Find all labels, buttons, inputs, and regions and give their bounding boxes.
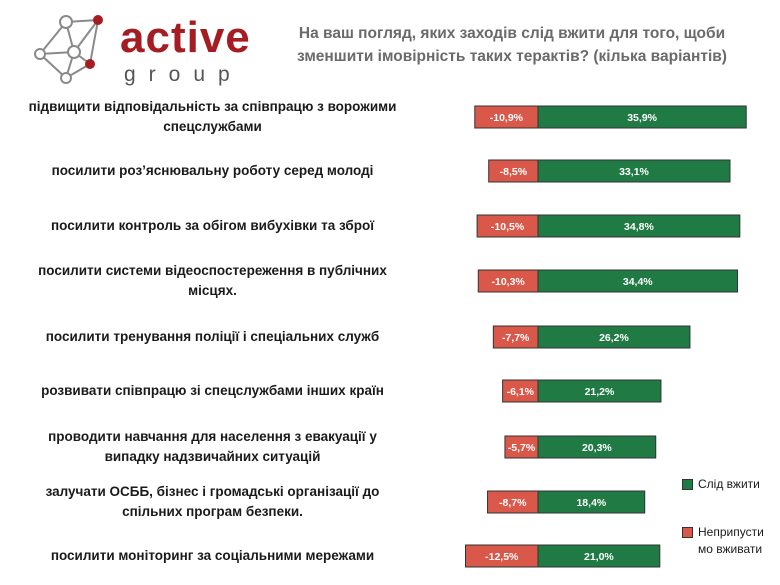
category-label: посилити роз’яснювальну роботу серед мол… xyxy=(51,163,374,178)
brand-sub: group xyxy=(124,63,243,86)
positive-bar xyxy=(537,379,662,403)
negative-value-label: -8,7% xyxy=(499,497,527,509)
positive-bar xyxy=(537,490,646,514)
category-label: розвивати співпрацю зі спецслужбами інши… xyxy=(41,383,384,398)
negative-value-label: -6,1% xyxy=(507,386,535,398)
negative-value-label: -5,7% xyxy=(508,442,536,454)
legend-label-positive: Слід вжити xyxy=(698,477,760,491)
negative-value-label: -10,3% xyxy=(491,276,525,288)
positive-value-label: 20,3% xyxy=(582,442,612,454)
category-label: підвищити відповідальність за співпрацю … xyxy=(28,99,397,134)
positive-bar xyxy=(537,269,739,293)
legend-label-negative-1: Неприпусти xyxy=(698,525,764,539)
legend-item-positive: Слід вжити xyxy=(682,476,760,493)
negative-value-label: -8,5% xyxy=(500,166,528,178)
positive-bar xyxy=(537,544,661,568)
positive-value-label: 34,4% xyxy=(623,276,653,288)
positive-bar xyxy=(537,105,747,129)
positive-bar xyxy=(537,435,657,459)
category-label: посилити контроль за обігом вибухівки та… xyxy=(51,218,374,233)
positive-value-label: 26,2% xyxy=(599,332,629,344)
positive-value-label: 21,0% xyxy=(584,551,614,563)
negative-value-label: -10,5% xyxy=(491,221,525,233)
negative-value-label: -10,9% xyxy=(490,112,524,124)
network-logo-icon xyxy=(34,15,103,84)
category-label: проводити навчання для населення з еваку… xyxy=(48,429,377,464)
chart-title: На ваш погляд, яких заходів слід вжити д… xyxy=(297,25,727,65)
category-label: залучати ОСББ, бізнес і громадські орган… xyxy=(45,484,380,519)
legend-label-negative-2: мо вживати xyxy=(698,542,763,556)
positive-value-label: 33,1% xyxy=(619,166,649,178)
legend-swatch-negative xyxy=(682,527,693,539)
negative-value-label: -7,7% xyxy=(502,332,530,344)
category-label: посилити системи відеоспостереження в пу… xyxy=(38,263,387,298)
positive-bar xyxy=(537,325,691,349)
brand-word: active xyxy=(120,13,251,62)
positive-value-label: 35,9% xyxy=(627,112,657,124)
positive-bar xyxy=(537,214,741,238)
brand-logo: active group xyxy=(28,8,258,88)
positive-value-label: 18,4% xyxy=(576,497,606,509)
legend-swatch-positive xyxy=(682,479,693,491)
legend-item-negative: Неприпусти мо вживати xyxy=(682,524,764,558)
positive-value-label: 21,2% xyxy=(585,386,615,398)
negative-value-label: -12,5% xyxy=(485,551,519,563)
category-label: посилити моніторинг за соціальними мереж… xyxy=(50,548,375,563)
category-label: посилити тренування поліції і спеціальни… xyxy=(45,329,380,344)
positive-bar xyxy=(537,159,731,183)
positive-value-label: 34,8% xyxy=(624,221,654,233)
